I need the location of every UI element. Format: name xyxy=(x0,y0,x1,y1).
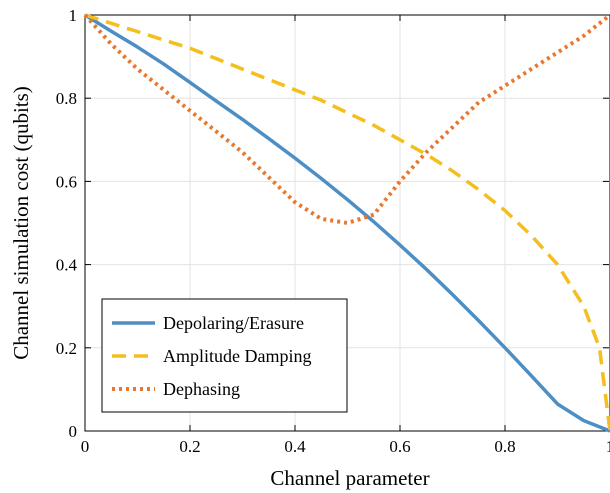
legend-label-dephasing: Dephasing xyxy=(163,379,240,399)
y-tick-label: 0.2 xyxy=(56,339,77,358)
x-tick-label: 0.6 xyxy=(389,437,410,456)
y-tick-label: 0.4 xyxy=(56,256,78,275)
y-tick-label: 0.8 xyxy=(56,89,77,108)
series-line-amplitude-damping xyxy=(84,13,610,432)
x-tick-label: 1 xyxy=(606,437,610,456)
x-tick-label: 0 xyxy=(81,437,90,456)
legend-label-depolaring-erasure: Depolaring/Erasure xyxy=(163,313,304,333)
y-tick-label: 0 xyxy=(69,422,78,441)
legend: Depolaring/Erasure Amplitude Damping Dep… xyxy=(101,298,348,413)
series-line-depolaring-erasure xyxy=(84,13,610,433)
y-tick-label: 1 xyxy=(69,6,78,25)
ticks-layer: 0 0.2 0.4 0.6 0.8 1 0 0.2 0.4 0.6 0.8 1 xyxy=(56,6,610,456)
series-layer xyxy=(83,13,610,433)
plot-frame xyxy=(84,14,610,432)
series-line-dephasing xyxy=(83,13,610,225)
x-tick-label: 0.4 xyxy=(284,437,306,456)
x-tick-label: 0.8 xyxy=(494,437,515,456)
legend-label-amplitude-damping: Amplitude Damping xyxy=(163,346,311,366)
y-axis-title: Channel simulation cost (qubits) xyxy=(9,86,33,360)
y-tick-label: 0.6 xyxy=(56,172,77,191)
x-tick-label: 0.2 xyxy=(179,437,200,456)
x-axis-title: Channel parameter xyxy=(270,466,429,490)
